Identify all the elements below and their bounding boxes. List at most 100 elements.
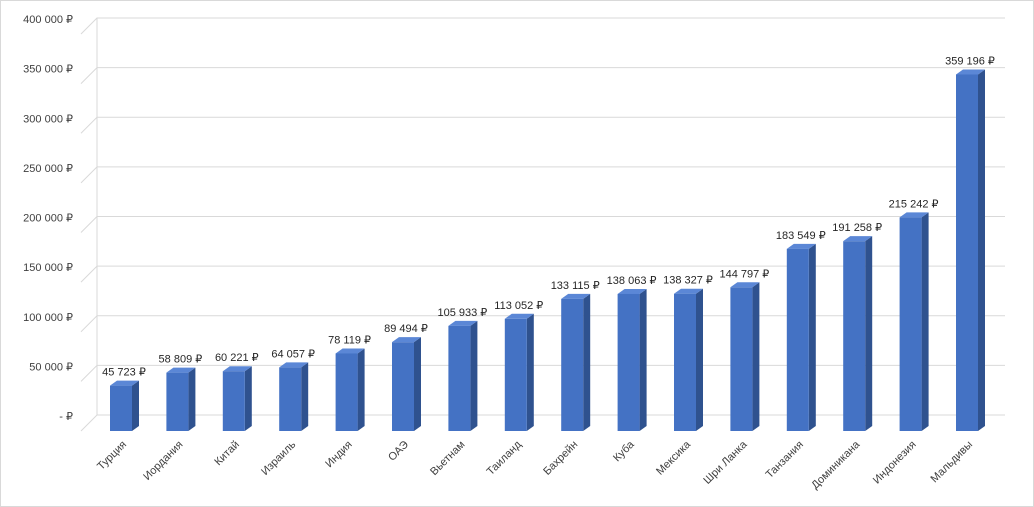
bar-top — [843, 236, 873, 242]
y-tick-label: 50 000 ₽ — [29, 361, 73, 373]
bar-front — [561, 298, 584, 431]
x-category-label: Иордания — [141, 439, 185, 483]
bar-side — [639, 288, 647, 431]
bar-top — [392, 337, 421, 343]
bar-top — [674, 288, 703, 294]
bar-top — [504, 313, 534, 319]
data-label: 58 809 ₽ — [159, 354, 203, 366]
bar-side — [865, 236, 873, 431]
bar-top — [110, 380, 139, 386]
gridline — [80, 116, 1005, 134]
x-category-label: Мальдивы — [929, 439, 976, 486]
x-category-label: Таиланд — [485, 438, 525, 478]
bar-top — [279, 362, 309, 368]
x-category-label: Доминикана — [809, 438, 863, 492]
bar-side — [357, 348, 365, 431]
data-label: 45 723 ₽ — [102, 367, 146, 379]
bar — [786, 243, 816, 431]
data-labels: 45 723 ₽ 58 809 ₽ 60 221 ₽ 64 057 ₽ 78 119 ₽… — [102, 55, 995, 378]
data-label: 183 549 ₽ — [776, 230, 826, 242]
bar — [110, 380, 139, 431]
bar-front — [730, 287, 753, 431]
data-label: 89 494 ₽ — [384, 323, 428, 335]
bar — [392, 337, 421, 431]
data-label: 191 258 ₽ — [832, 222, 882, 234]
data-label: 78 119 ₽ — [328, 334, 371, 346]
y-tick-label: 200 000 ₽ — [23, 213, 73, 225]
x-category-label: Мексика — [654, 438, 694, 478]
x-category-label: Куба — [611, 438, 637, 464]
bar-top — [561, 293, 591, 299]
bar-top — [166, 367, 196, 373]
data-label: 113 052 ₽ — [494, 300, 543, 312]
bar-side — [414, 337, 421, 431]
bar-front — [674, 293, 696, 431]
bar — [561, 293, 591, 431]
bar-front — [617, 293, 640, 431]
y-tick-label: 100 000 ₽ — [23, 312, 73, 324]
bar — [730, 282, 760, 431]
gridline — [80, 17, 1005, 35]
bar-front — [392, 342, 414, 431]
bar-side — [301, 362, 309, 431]
x-axis-categories: Турция Иордания Китай Израиль Индия ОАЭ Вьетна… — [95, 438, 975, 492]
bar-front — [166, 372, 189, 431]
data-label: 359 196 ₽ — [945, 55, 995, 67]
bar-side — [921, 212, 929, 431]
x-category-label: Израиль — [259, 438, 298, 477]
bar-side — [188, 367, 196, 431]
data-label: 138 327 ₽ — [663, 275, 713, 287]
x-category-label: Китай — [212, 439, 242, 469]
bar — [504, 313, 534, 431]
bar-front — [786, 248, 809, 431]
bar — [335, 348, 365, 431]
bar-side — [808, 243, 816, 431]
bar — [674, 288, 703, 431]
bar-side — [752, 282, 760, 431]
y-axis-ticks: - ₽ 50 000 ₽ 100 000 ₽ 150 000 ₽ 200 000 ₽ 25… — [23, 14, 73, 423]
grid-lines — [80, 17, 1005, 432]
bar-front — [843, 241, 866, 431]
data-label: 138 063 ₽ — [607, 275, 657, 287]
bar-side — [244, 366, 252, 431]
bar-front — [222, 371, 245, 431]
gridline — [80, 166, 1005, 184]
bar — [617, 288, 647, 431]
bar-top — [730, 282, 760, 288]
bar-top — [222, 366, 252, 372]
bar-front — [110, 385, 132, 431]
x-category-label: Танзания — [764, 439, 806, 481]
bar-side — [978, 69, 985, 431]
bar-side — [583, 293, 591, 431]
bar — [843, 236, 873, 431]
x-category-label: ОАЭ — [386, 439, 411, 464]
bar-side — [696, 288, 703, 431]
bar — [956, 69, 985, 431]
bars — [110, 69, 985, 431]
gridline — [80, 67, 1005, 84]
x-category-label: Вьетнам — [428, 439, 467, 478]
bar — [166, 367, 196, 431]
bar-front — [899, 217, 922, 431]
x-category-label: Индонезия — [871, 439, 919, 487]
y-tick-label: 350 000 ₽ — [23, 64, 73, 76]
x-category-label: Бахрейн — [541, 439, 580, 478]
bar-front — [956, 74, 978, 431]
x-category-label: Турция — [95, 439, 129, 473]
bar-side — [132, 380, 139, 431]
data-label: 64 057 ₽ — [271, 348, 315, 360]
bar — [899, 212, 929, 431]
bar-top — [335, 348, 365, 354]
bar-front — [279, 367, 302, 431]
data-label: 215 242 ₽ — [889, 198, 939, 210]
bar-top — [786, 243, 816, 249]
y-tick-label: 400 000 ₽ — [23, 14, 73, 26]
bar — [448, 320, 478, 431]
bar-top — [956, 69, 985, 75]
bar — [279, 362, 309, 431]
y-tick-label: 300 000 ₽ — [23, 113, 73, 125]
x-category-label: Шри Ланка — [701, 438, 750, 487]
y-tick-label: 150 000 ₽ — [23, 262, 73, 274]
bar-front — [504, 318, 527, 431]
